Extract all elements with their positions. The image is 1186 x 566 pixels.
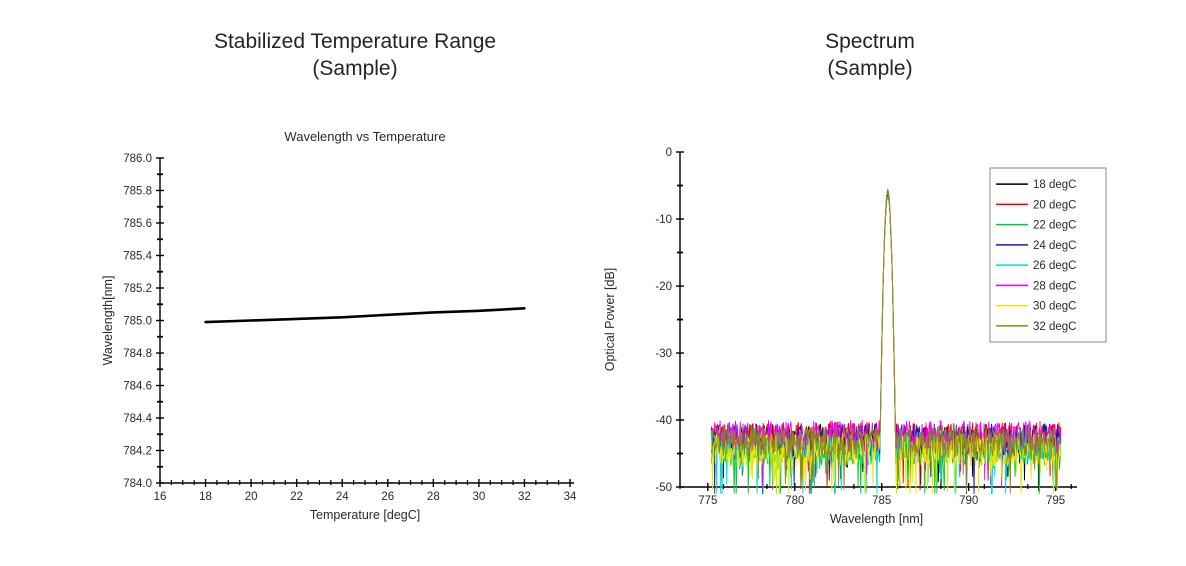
y-tick-label: -50 (655, 482, 672, 494)
x-tick-label: 16 (154, 491, 167, 503)
y-tick-label: 0 (666, 147, 672, 159)
legend-entry-label: 20 degC (1033, 199, 1076, 211)
right-section-title-line1: Spectrum (825, 30, 915, 53)
y-tick-label: 785.0 (123, 316, 152, 328)
y-tick-label: 784.2 (123, 446, 152, 458)
y-tick-label: 785.6 (123, 218, 152, 230)
x-tick-label: 20 (245, 491, 258, 503)
right-section-title: Spectrum (Sample) (700, 28, 1040, 82)
x-tick-label: 780 (785, 495, 804, 507)
y-tick-label: -20 (655, 281, 672, 293)
y-tick-label: -10 (655, 214, 672, 226)
legend-entry-label: 32 degC (1033, 321, 1076, 333)
y-tick-label: -40 (655, 415, 672, 427)
left-section-title: Stabilized Temperature Range (Sample) (100, 28, 610, 82)
x-tick-label: 24 (336, 491, 349, 503)
y-tick-label: 784.0 (123, 478, 152, 490)
right-section-title-line2: (Sample) (827, 57, 913, 80)
x-tick-label: 32 (518, 491, 531, 503)
y-tick-label: 784.6 (123, 381, 152, 393)
spectrum-traces (710, 188, 1062, 494)
y-axis-title: Optical Power [dB] (603, 268, 617, 372)
spectrum-chart: 775 780 785 790 795 0 -10 -20 -30 -40 -50 Wavelengt… (603, 147, 1107, 526)
x-axis-title: Temperature [degC] (310, 508, 420, 522)
x-tick-label: 18 (199, 491, 212, 503)
y-axis-title: Wavelength[nm] (101, 276, 115, 366)
legend-entry-label: 22 degC (1033, 220, 1076, 232)
y-tick-label: 785.4 (123, 251, 152, 263)
x-tick-label: 30 (472, 491, 485, 503)
y-tick-label: 784.4 (123, 413, 152, 425)
left-section-title-line1: Stabilized Temperature Range (213, 30, 497, 53)
legend-entry-label: 26 degC (1033, 260, 1076, 272)
x-tick-label: 790 (959, 495, 978, 507)
x-tick-label: 22 (290, 491, 303, 503)
x-tick-label: 28 (427, 491, 440, 503)
legend-entry-label: 30 degC (1033, 301, 1076, 313)
y-tick-label: -30 (655, 348, 672, 360)
x-tick-label: 34 (564, 491, 577, 503)
left-section-title-line2: (Sample) (312, 57, 398, 80)
wavelength-line (204, 307, 526, 324)
legend-box (989, 167, 1107, 343)
legend-entry-label: 18 degC (1033, 179, 1076, 191)
y-tick-label: 786.0 (123, 153, 152, 165)
y-tick-label: 785.8 (123, 186, 152, 198)
wavelength-vs-temperature-chart: 16 18 20 22 24 26 28 30 32 34 784.0 784.2 784.4 784.6… (101, 129, 577, 522)
chart-title: Wavelength vs Temperature (284, 129, 445, 144)
spectrum-trace-32-degC (710, 188, 1062, 494)
x-tick-label: 795 (1046, 495, 1065, 507)
x-tick-label: 785 (872, 495, 891, 507)
x-axis-title: Wavelength [nm] (830, 512, 923, 526)
y-tick-label: 784.8 (123, 348, 152, 360)
y-tick-label: 785.2 (123, 283, 152, 295)
legend-entry-label: 24 degC (1033, 240, 1076, 252)
x-tick-label: 775 (698, 495, 717, 507)
legend-entry-label: 28 degC (1033, 280, 1076, 292)
x-tick-label: 26 (381, 491, 394, 503)
